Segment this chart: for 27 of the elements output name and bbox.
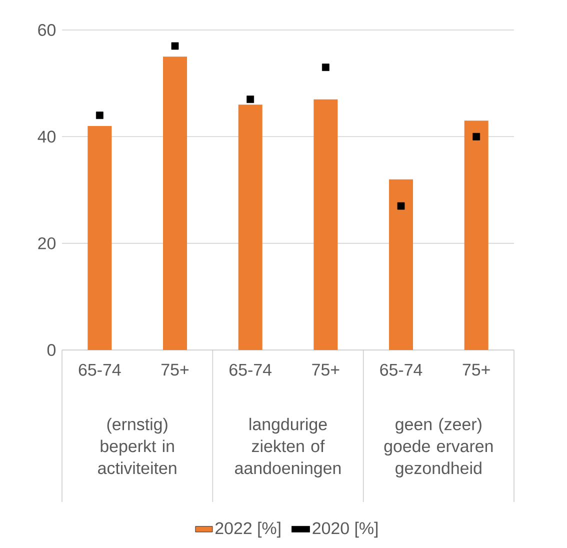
bar [163,56,188,350]
x-tick-label: 75+ [162,364,189,376]
x-tick-label: 75+ [312,364,340,376]
x-tick-label: 65-74 [78,364,121,376]
legend-label: 2020 [%] [312,522,378,538]
point [246,96,254,104]
text: langdurige ziekten of aandoeningen [235,418,341,478]
point [171,42,179,50]
point [96,112,104,120]
x-tick-label: 65-74 [380,364,422,376]
legend-label: 2022 [%] [216,522,280,538]
bar [238,104,262,350]
bar [464,120,488,350]
text: (ernstig) beperkt in activiteiten [98,418,176,474]
x-tick-label: 65-74 [230,364,272,376]
point [322,64,330,72]
bar [389,179,414,350]
x-tick-label: 75+ [462,364,490,376]
point [397,202,405,210]
y-tick-label: 20 [38,237,56,250]
point [472,132,480,140]
bar [314,99,338,350]
y-tick-label: 40 [38,130,56,143]
y-tick-label: 60 [38,24,56,36]
text: geen (zeer) goede ervaren gezondheid [384,418,493,478]
bar [88,126,112,350]
y-tick-label: 0 [47,344,56,356]
